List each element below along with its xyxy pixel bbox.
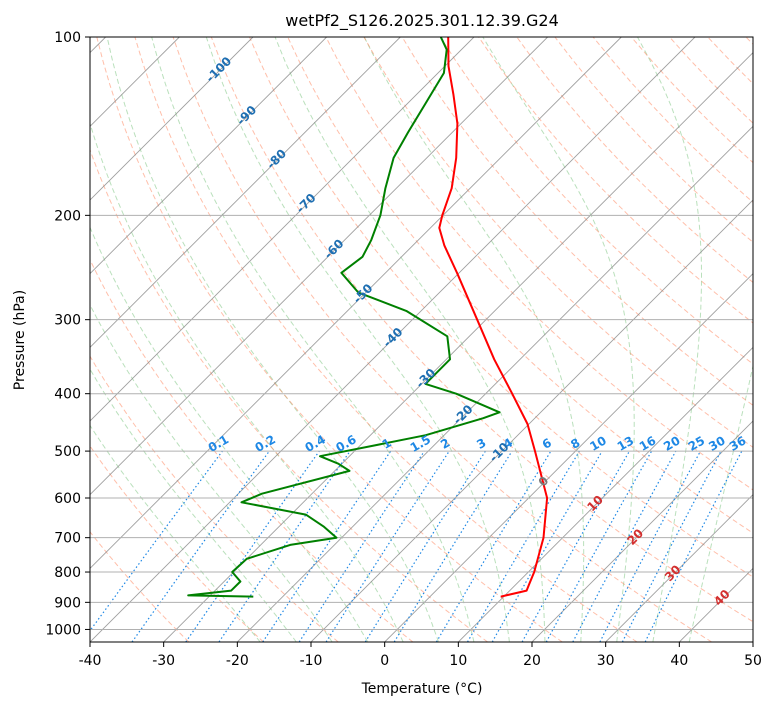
isotherm-line <box>458 346 753 642</box>
moist-adiabat-line <box>106 37 439 642</box>
isotherm-line <box>310 199 753 642</box>
moist-adiabat-line <box>274 37 546 642</box>
pressure-gridlines <box>90 37 753 630</box>
mixing-ratio-line <box>262 450 392 642</box>
x-axis: -40 -30 -20 -10 0 10 20 30 40 50 <box>79 642 762 669</box>
mixing-ratio-line <box>90 450 223 632</box>
mixing-ratio-line <box>545 450 653 642</box>
x-tick-label: 50 <box>744 653 762 669</box>
dry-adiabat-line <box>210 37 753 623</box>
y-tick-label: 500 <box>54 444 81 460</box>
y-tick-label: 900 <box>54 595 81 611</box>
moist-adiabat-line <box>90 226 369 642</box>
moist-adiabat-line <box>151 37 475 642</box>
isotherm-line <box>531 420 753 642</box>
dry-adiabat-line <box>134 37 638 642</box>
y-tick-label: 100 <box>54 30 81 46</box>
dry-adiabat-line <box>439 37 753 365</box>
isotherm-line <box>90 37 548 496</box>
mixing-ratio-line <box>298 450 425 642</box>
dry-adiabat-line <box>90 531 190 642</box>
mixing-ratio-line <box>393 450 513 642</box>
dry-adiabat-line <box>325 37 753 491</box>
y-tick-label: 300 <box>54 313 81 329</box>
profile-series <box>187 37 549 598</box>
dry-adiabats <box>90 37 753 642</box>
moist-adiabat-line <box>363 37 585 642</box>
dry-adiabat-line <box>90 355 339 642</box>
plot-frame <box>89 36 754 643</box>
isotherm-line <box>90 37 475 422</box>
isotherm-line <box>237 125 753 642</box>
y-tick-label: 800 <box>54 565 81 581</box>
isotherm-line <box>90 37 401 348</box>
dry-adiabat-line <box>96 37 563 642</box>
moist-adiabat-line <box>205 37 510 642</box>
dry-adiabat-line <box>249 37 753 578</box>
isotherms <box>90 37 753 642</box>
x-tick-label: 20 <box>523 653 541 669</box>
moist-adiabat-line <box>482 37 635 642</box>
mixing-ratio-line <box>218 450 351 642</box>
x-tick-label: -20 <box>226 653 249 669</box>
isotherm-line <box>163 52 753 642</box>
temperature-line <box>438 37 549 598</box>
x-tick-label: -40 <box>79 653 102 669</box>
y-tick-label: 1000 <box>45 622 81 638</box>
isotherm-line <box>90 37 696 642</box>
moist-adiabat-line <box>90 121 404 642</box>
x-tick-label: 10 <box>449 653 467 669</box>
dry-adiabat-line <box>401 37 753 406</box>
isotherm-line <box>90 37 622 569</box>
chart-title: wetPf2_S126.2025.301.12.39.G24 <box>285 11 559 31</box>
y-tick-label: 200 <box>54 208 81 224</box>
isotherm-line <box>605 494 753 642</box>
y-tick-label: 700 <box>54 531 81 547</box>
dry-adiabat-line <box>172 37 712 642</box>
x-tick-label: -10 <box>300 653 323 669</box>
dry-adiabat-line <box>90 148 488 642</box>
moist-adiabat-line <box>637 37 702 642</box>
moist-adiabat-line <box>688 363 753 642</box>
moist-adiabat-line <box>90 424 261 642</box>
isotherm-line <box>384 273 753 642</box>
isotherm-line <box>90 37 254 201</box>
x-tick-label: 0 <box>380 653 389 669</box>
moist-adiabats <box>90 37 753 642</box>
mixing-ratio-line <box>644 450 743 642</box>
mixing-ratio-line <box>325 450 450 642</box>
dewpoint-line <box>187 37 501 598</box>
y-axis-label: Pressure (hPa) <box>12 290 28 390</box>
mixing-ratio-line <box>521 450 631 642</box>
y-tick-label: 400 <box>54 387 81 403</box>
y-tick-label: 600 <box>54 491 81 507</box>
mixing-ratio-lines <box>90 450 743 642</box>
moist-adiabat-line <box>90 303 333 642</box>
x-axis-label: Temperature (°C) <box>361 681 483 697</box>
dry-adiabat-line <box>90 445 264 642</box>
y-axis: 100 200 300 400 500 600 700 800 900 1000 <box>45 30 90 638</box>
dry-adiabat-line <box>90 258 414 642</box>
x-tick-label: -30 <box>152 653 175 669</box>
x-tick-label: 40 <box>670 653 688 669</box>
mixing-ratio-line <box>185 450 320 642</box>
dry-adiabat-line <box>516 37 753 284</box>
isotherm-line <box>90 37 327 275</box>
mixing-ratio-line <box>131 450 270 642</box>
mixing-ratio-line <box>572 450 677 642</box>
x-tick-label: 30 <box>597 653 615 669</box>
